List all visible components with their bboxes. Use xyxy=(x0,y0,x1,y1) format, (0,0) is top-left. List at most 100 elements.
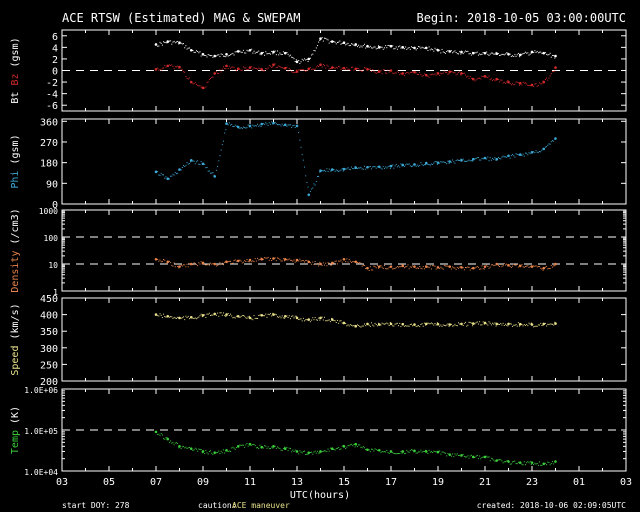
data-dot xyxy=(159,174,161,176)
data-dot xyxy=(215,314,217,316)
data-dot xyxy=(386,449,388,451)
data-dot xyxy=(494,53,496,55)
data-dot xyxy=(228,260,230,262)
data-dot xyxy=(184,319,186,321)
data-dot xyxy=(184,166,186,168)
data-dot xyxy=(266,316,268,318)
data-dot xyxy=(423,73,425,75)
data-dot xyxy=(281,315,283,317)
data-dot xyxy=(227,124,229,126)
data-dot xyxy=(385,268,387,270)
data-dot xyxy=(368,269,370,271)
data-dot xyxy=(516,463,518,465)
data-point xyxy=(530,323,534,326)
data-dot xyxy=(481,75,483,77)
data-point xyxy=(178,265,181,268)
data-dot xyxy=(550,73,552,75)
data-dot xyxy=(254,258,256,260)
data-dot xyxy=(339,66,341,68)
caution-text: ACE maneuver xyxy=(232,501,290,510)
data-dot xyxy=(368,449,370,451)
data-dot xyxy=(480,324,482,326)
data-dot xyxy=(412,71,414,73)
data-dot xyxy=(274,50,276,52)
data-dot xyxy=(193,83,195,85)
data-dot xyxy=(412,449,414,451)
data-dot xyxy=(359,444,361,446)
data-dot xyxy=(394,72,396,74)
data-dot xyxy=(294,61,296,63)
data-dot xyxy=(392,45,394,47)
y-tick-label: 270 xyxy=(40,138,58,149)
data-dot xyxy=(521,53,523,55)
data-dot xyxy=(450,71,452,73)
data-dot xyxy=(192,50,194,52)
data-dot xyxy=(183,43,185,45)
data-dot xyxy=(199,51,201,53)
data-dot xyxy=(450,161,452,163)
data-dot xyxy=(324,169,326,171)
data-point xyxy=(342,167,346,171)
data-dot xyxy=(326,265,328,267)
data-dot xyxy=(494,80,496,82)
data-point xyxy=(295,258,299,262)
y-tick-label: 2 xyxy=(52,55,58,66)
data-dot xyxy=(541,268,543,270)
data-dot xyxy=(274,63,276,65)
data-dot xyxy=(453,161,455,163)
data-dot xyxy=(539,266,541,268)
data-dot xyxy=(371,448,373,450)
data-dot xyxy=(421,268,423,270)
data-dot xyxy=(277,446,279,448)
data-dot xyxy=(242,261,244,263)
data-dot xyxy=(217,165,219,167)
y-tick-label: 0 xyxy=(52,67,58,78)
y-axis-label: Speed (km/s) xyxy=(10,303,21,375)
data-dot xyxy=(479,159,481,161)
data-dot xyxy=(341,67,343,69)
data-dot xyxy=(410,266,412,268)
data-point xyxy=(377,323,381,326)
data-dot xyxy=(234,69,236,71)
data-dot xyxy=(253,67,255,69)
data-point xyxy=(495,157,499,161)
data-dot xyxy=(429,451,431,453)
x-axis-label: UTC(hours) xyxy=(290,490,350,501)
data-dot xyxy=(345,323,347,325)
data-dot xyxy=(352,66,354,68)
data-dot xyxy=(348,168,350,170)
data-dot xyxy=(392,164,394,166)
data-dot xyxy=(208,264,210,266)
data-dot xyxy=(475,322,477,324)
data-dot xyxy=(422,325,424,327)
data-point xyxy=(483,265,487,268)
data-dot xyxy=(313,68,315,70)
data-dot xyxy=(268,65,270,67)
data-dot xyxy=(523,461,525,463)
data-point xyxy=(413,163,416,166)
data-dot xyxy=(398,266,400,268)
data-point xyxy=(342,321,346,325)
data-dot xyxy=(382,69,384,71)
data-dot xyxy=(306,181,308,183)
y-tick-label: 1.0E+04 xyxy=(24,468,58,477)
data-dot xyxy=(432,73,434,75)
data-dot xyxy=(416,48,418,50)
data-dot xyxy=(376,166,378,168)
data-dot xyxy=(246,317,248,319)
data-dot xyxy=(174,317,176,319)
data-dot xyxy=(277,124,279,126)
data-dot xyxy=(177,265,179,267)
data-dot xyxy=(319,171,321,173)
data-dot xyxy=(474,52,476,54)
data-dot xyxy=(373,70,375,72)
y-axis-label-part: (km/s) xyxy=(10,303,21,345)
data-dot xyxy=(365,67,367,69)
data-dot xyxy=(488,456,490,458)
data-dot xyxy=(318,175,320,177)
data-dot xyxy=(412,165,414,167)
data-dot xyxy=(480,458,482,460)
data-dot xyxy=(487,265,489,267)
data-dot xyxy=(400,47,402,49)
data-dot xyxy=(184,47,186,49)
